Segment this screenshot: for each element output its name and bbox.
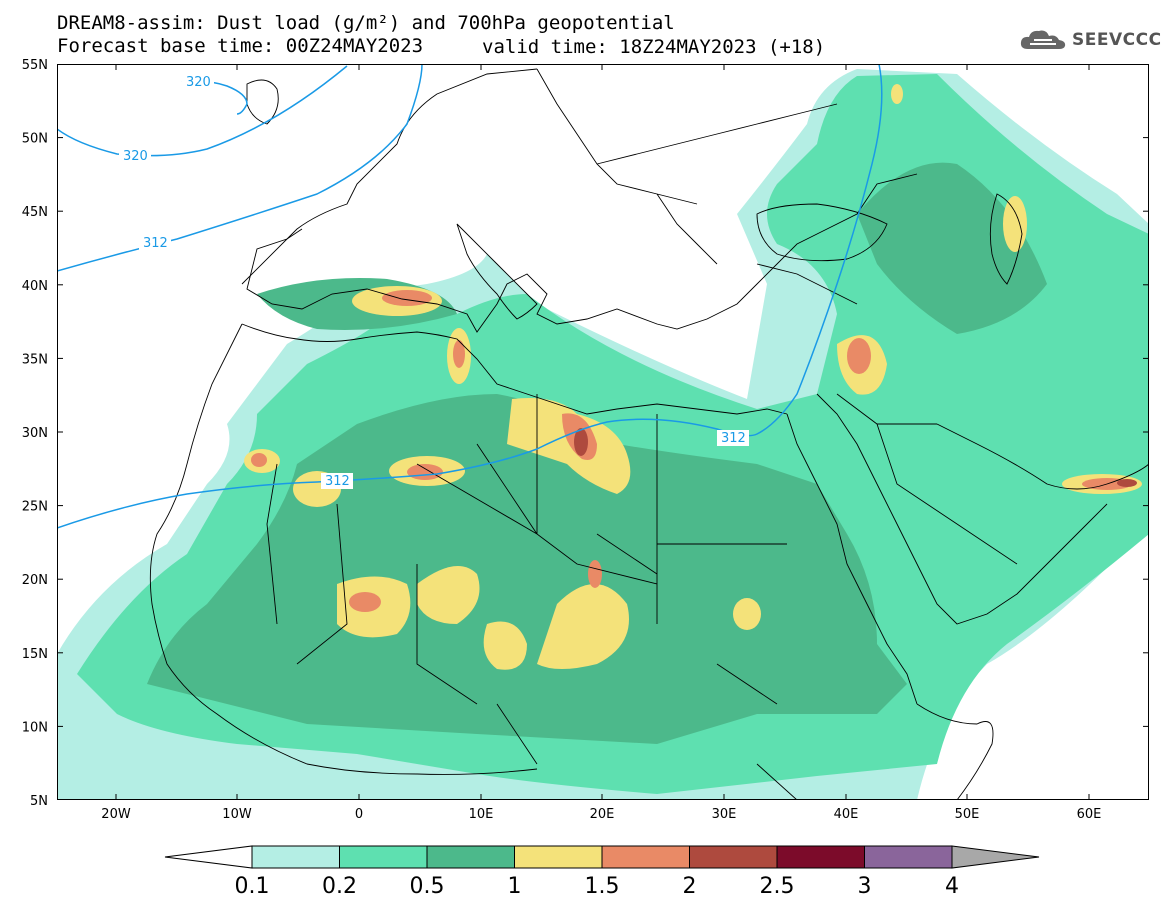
lon-tick-label: 20E (590, 807, 615, 822)
logo-text: SEEVCCC (1072, 30, 1162, 50)
lon-tick-label: 0 (355, 807, 363, 822)
lat-tick-label: 15N (22, 647, 48, 662)
colorbar-segment (776, 845, 865, 869)
dust-map: 320 320 312 312 312 (57, 64, 1149, 800)
contour-label: 320 (186, 75, 211, 90)
lon-tick-label: 50E (955, 807, 980, 822)
axis-ticks (57, 64, 1149, 800)
lat-tick-label: 25N (22, 500, 48, 515)
geopotential-contours (57, 64, 883, 529)
lat-tick-label: 45N (22, 205, 48, 220)
colorbar-over-triangle (951, 845, 1040, 869)
valid-time: valid time: 18Z24MAY2023 (+18) (482, 36, 826, 58)
colorbar-label: 4 (945, 874, 959, 899)
cloud-icon (1020, 30, 1066, 49)
map-title: DREAM8-assim: Dust load (g/m²) and 700hP… (57, 12, 675, 34)
colorbar-segment (426, 845, 515, 869)
contour-labels: 320 320 312 312 312 (119, 74, 749, 489)
lon-tick-label: 10W (222, 807, 252, 822)
colorbar-label: 1 (508, 874, 522, 899)
lat-tick-label: 5N (30, 794, 48, 809)
lat-tick-label: 20N (22, 573, 48, 588)
contour-312-b (57, 64, 883, 529)
lon-tick-label: 30E (712, 807, 737, 822)
lat-tick-label: 35N (22, 352, 48, 367)
colorbar-label: 1.5 (585, 874, 620, 899)
colorbar-segment (689, 845, 778, 869)
colorbar-segment (339, 845, 428, 869)
dust-level-0.5-b (857, 162, 1047, 334)
colorbar-label: 2.5 (760, 874, 795, 899)
contour-320-a (57, 65, 348, 157)
coastlines (149, 68, 1149, 800)
colorbar-label: 3 (858, 874, 872, 899)
lon-tick-label: 20W (101, 807, 131, 822)
colorbar-segment (251, 845, 340, 869)
colorbar-under-triangle (164, 845, 253, 869)
lat-tick-label: 30N (22, 426, 48, 441)
colorbar-segment (601, 845, 690, 869)
lat-tick-label: 55N (22, 58, 48, 73)
colorbar-label: 0.2 (322, 874, 357, 899)
lat-tick-label: 50N (22, 132, 48, 147)
colorbar-label: 2 (683, 874, 697, 899)
forecast-base-time: Forecast base time: 00Z24MAY2023 (57, 35, 424, 57)
contour-label: 312 (325, 474, 350, 489)
contour-label: 312 (721, 431, 746, 446)
lon-tick-label: 10E (469, 807, 494, 822)
colorbar-segment (864, 845, 953, 869)
colorbar-label: 0.1 (235, 874, 270, 899)
contour-label: 312 (143, 236, 168, 251)
logo: SEEVCCC (1018, 27, 1162, 53)
lat-tick-label: 10N (22, 720, 48, 735)
contour-312-a (57, 64, 423, 272)
dust-level-2 (574, 428, 1137, 487)
lat-tick-label: 40N (22, 279, 48, 294)
colorbar-segment (514, 845, 603, 869)
colorbar-label: 0.5 (410, 874, 445, 899)
lon-tick-label: 40E (834, 807, 859, 822)
lon-tick-label: 60E (1077, 807, 1102, 822)
contour-label: 320 (123, 149, 148, 164)
